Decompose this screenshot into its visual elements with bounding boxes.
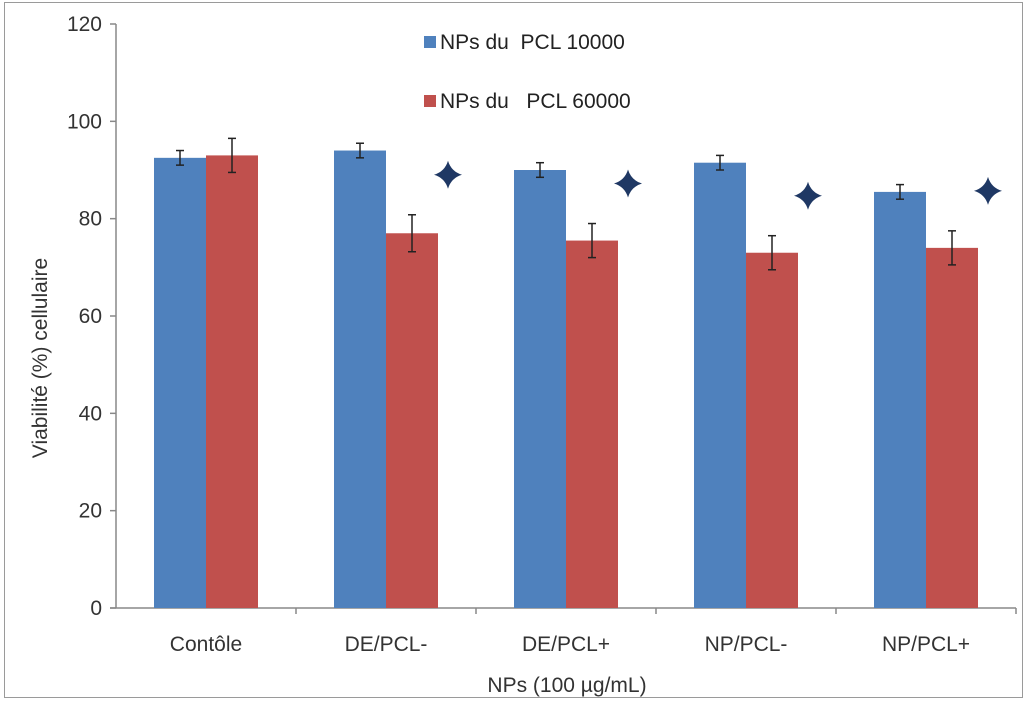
y-tick-label: 120 bbox=[67, 13, 102, 36]
x-axis-title: NPs (100 µg/mL) bbox=[487, 674, 646, 697]
bar bbox=[386, 233, 438, 608]
y-axis-ticks: 0 20 40 60 80 100 120 bbox=[67, 13, 116, 620]
legend: NPs du PCL 10000 NPs du PCL 60000 bbox=[424, 31, 631, 113]
bar bbox=[746, 252, 798, 608]
y-axis-title: Viabilité (%) cellulaire bbox=[29, 258, 52, 458]
bar bbox=[514, 170, 566, 608]
significance-markers bbox=[434, 160, 1002, 210]
legend-label: NPs du PCL 60000 bbox=[440, 90, 631, 113]
bar bbox=[694, 162, 746, 608]
legend-label: NPs du PCL 10000 bbox=[440, 31, 625, 54]
y-tick-label: 80 bbox=[79, 208, 102, 231]
y-tick-label: 20 bbox=[79, 500, 102, 523]
x-tick-label: DE/PCL+ bbox=[522, 633, 610, 656]
bar bbox=[926, 247, 978, 608]
y-tick-label: 60 bbox=[79, 305, 102, 328]
y-tick-label: 40 bbox=[79, 402, 102, 425]
bar bbox=[566, 240, 618, 609]
bar bbox=[154, 157, 206, 609]
x-tick-label: Contôle bbox=[170, 633, 242, 656]
legend-swatch bbox=[424, 36, 436, 48]
significance-star-icon bbox=[614, 169, 642, 198]
bar bbox=[874, 191, 926, 608]
x-tick-label: DE/PCL- bbox=[345, 633, 428, 656]
legend-swatch bbox=[424, 95, 436, 107]
error-bars bbox=[176, 137, 956, 271]
bars bbox=[154, 150, 978, 609]
x-tick-label: NP/PCL- bbox=[705, 633, 788, 656]
x-tick-label: NP/PCL+ bbox=[882, 633, 970, 656]
bar bbox=[206, 155, 258, 608]
bar bbox=[334, 150, 386, 609]
significance-star-icon bbox=[434, 160, 462, 189]
significance-star-icon bbox=[974, 176, 1002, 205]
y-tick-label: 0 bbox=[90, 597, 102, 620]
significance-star-icon bbox=[794, 181, 822, 210]
x-axis-tick-labels: Contôle DE/PCL- DE/PCL+ NP/PCL- NP/PCL+ bbox=[170, 608, 1017, 656]
y-tick-label: 100 bbox=[67, 110, 102, 133]
